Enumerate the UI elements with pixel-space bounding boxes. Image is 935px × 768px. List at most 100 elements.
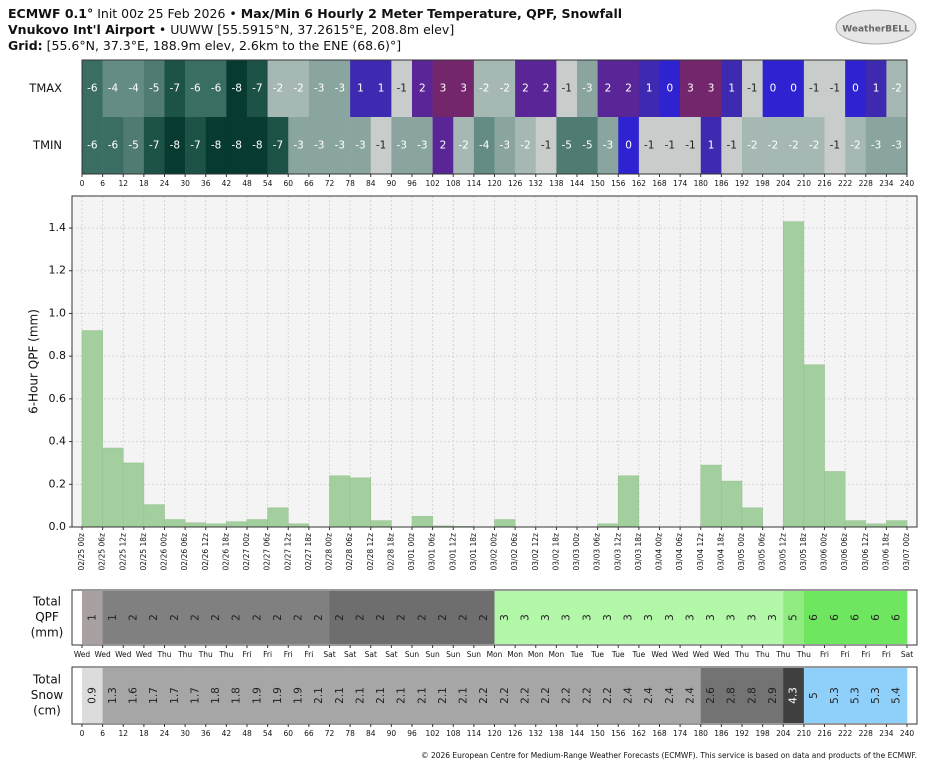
strip-label: QPF <box>35 610 59 624</box>
x-tick-label: 66 <box>304 729 314 738</box>
strip-cell <box>82 668 103 723</box>
cell-label: -5 <box>128 140 138 152</box>
x-tick-label: 03/05 18z <box>799 533 808 571</box>
strip-cell <box>865 591 887 644</box>
cell-label: 2 <box>189 614 201 621</box>
y-tick-label: 0.6 <box>49 392 67 405</box>
strip-cell <box>556 668 578 723</box>
header-line-2: Vnukovo Int'l Airport • UUWW [55.5915°N,… <box>8 22 454 37</box>
heat-cell <box>288 117 310 174</box>
cell-label: 2 <box>437 614 449 621</box>
x-tick-label: 102 <box>425 729 440 738</box>
heat-cell <box>391 60 413 117</box>
x-tick-label: 0 <box>80 729 85 738</box>
cell-label: 1.9 <box>251 687 263 704</box>
strip-cell <box>803 668 825 723</box>
x-tick-label: Sun <box>405 650 420 659</box>
heat-cell <box>82 60 103 117</box>
strip-cell <box>473 591 495 644</box>
cell-label: -6 <box>190 83 201 95</box>
x-tick-label: 102 <box>425 179 440 188</box>
cell-label: 3 <box>705 614 717 621</box>
strip-cell <box>700 668 722 723</box>
cell-label: 2.2 <box>561 687 573 704</box>
x-tick-label: 03/02 18z <box>551 533 560 571</box>
x-tick-label: Fri <box>820 650 829 659</box>
heat-cell <box>886 117 908 174</box>
cell-label: 3 <box>623 614 635 621</box>
x-tick-label: 24 <box>160 179 170 188</box>
x-tick-label: 48 <box>242 179 252 188</box>
strip-cell <box>102 591 124 644</box>
bar <box>246 519 268 528</box>
x-tick-label: 114 <box>467 729 482 738</box>
strip-cell <box>638 668 660 723</box>
x-tick-label: Thu <box>198 650 213 659</box>
bar <box>803 364 825 528</box>
cell-label: 2 <box>543 83 550 95</box>
strip-cell <box>370 668 392 723</box>
cell-label: 1.9 <box>293 687 305 704</box>
logo: WeatherBELL <box>842 25 910 35</box>
cell-label: 3 <box>581 614 593 621</box>
cell-label: 2.4 <box>623 687 635 704</box>
x-tick-label: 120 <box>487 179 502 188</box>
cell-label: 2 <box>419 83 426 95</box>
x-tick-label: 180 <box>694 729 709 738</box>
x-tick-label: 156 <box>611 179 626 188</box>
bar <box>721 480 743 528</box>
x-tick-label: 03/06 12z <box>861 533 870 571</box>
cell-label: 2 <box>210 614 222 621</box>
x-tick-label: 12 <box>118 179 128 188</box>
x-tick-label: 03/04 18z <box>716 533 725 571</box>
strip-cell <box>556 591 578 644</box>
x-tick-label: 24 <box>160 729 170 738</box>
cell-label: 2 <box>478 614 490 621</box>
header-line-3: Grid: [55.6°N, 37.3°E, 188.9m elev, 2.6k… <box>8 38 401 53</box>
cell-label: 0 <box>625 140 632 152</box>
strip-cell <box>680 668 702 723</box>
x-tick-label: Thu <box>755 650 770 659</box>
heat-cell <box>783 117 805 174</box>
heat-cell <box>143 60 165 117</box>
cell-label: 2.9 <box>767 687 779 704</box>
x-tick-label: 02/26 18z <box>221 533 230 571</box>
strip-cell <box>102 668 124 723</box>
x-tick-label: 210 <box>797 729 812 738</box>
strip-cell <box>432 668 454 723</box>
cell-label: -2 <box>768 140 778 152</box>
x-tick-label: 02/27 18z <box>304 533 313 571</box>
strip-cell <box>680 591 702 644</box>
bar <box>329 475 351 528</box>
cell-label: 3 <box>440 83 447 95</box>
x-tick-label: Tue <box>570 650 584 659</box>
x-tick-label: 02/28 06z <box>345 533 354 571</box>
x-tick-label: 03/03 12z <box>613 533 622 571</box>
x-tick-label: 216 <box>817 179 832 188</box>
heat-cell <box>515 60 537 117</box>
x-tick-label: 108 <box>446 729 461 738</box>
strip-cell <box>886 591 908 644</box>
strip-cell <box>185 591 207 644</box>
cell-label: 2 <box>375 614 387 621</box>
x-tick-label: 60 <box>283 729 293 738</box>
cell-label: 1.7 <box>148 687 160 704</box>
cell-label: -6 <box>108 140 119 152</box>
cell-label: 3 <box>460 83 467 95</box>
strip-cell <box>577 591 598 644</box>
cell-label: -3 <box>335 83 345 95</box>
y-tick-label: 1.2 <box>49 264 67 277</box>
x-tick-label: 03/06 06z <box>840 533 849 571</box>
cell-label: -2 <box>479 83 489 95</box>
bar <box>349 477 371 528</box>
bar <box>164 519 186 528</box>
strip-cell <box>721 668 743 723</box>
heat-cell <box>288 60 310 117</box>
x-tick-label: Tue <box>590 650 604 659</box>
strip-label: (mm) <box>31 626 64 640</box>
grid-label: Grid: <box>8 38 43 53</box>
x-tick-label: Mon <box>507 650 523 659</box>
cell-label: 5.3 <box>849 687 861 704</box>
y-axis-title: 6-Hour QPF (mm) <box>27 309 41 414</box>
x-tick-label: 60 <box>283 179 293 188</box>
